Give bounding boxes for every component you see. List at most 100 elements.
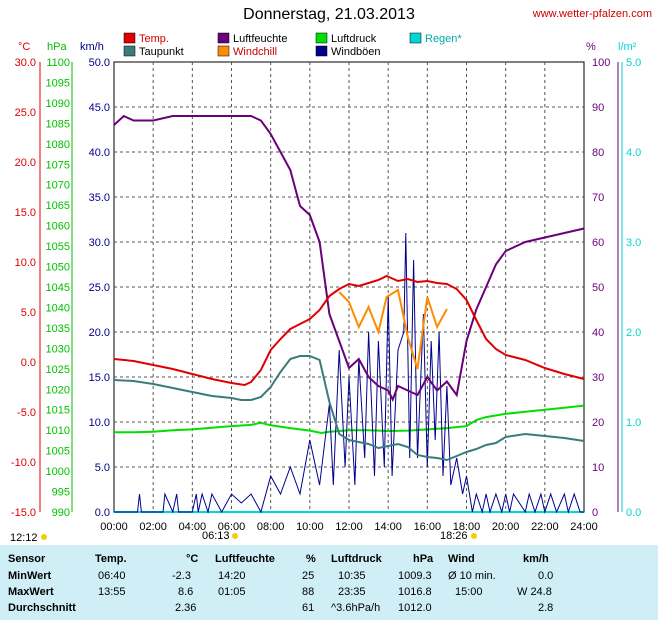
- pressure-tick-label: 1090: [46, 98, 70, 110]
- pressure-tick-label: 1055: [46, 241, 70, 253]
- pressure-tick-label: 1015: [46, 405, 70, 417]
- wind-tick-label: 35.0: [89, 192, 110, 204]
- legend-swatch: [123, 45, 136, 57]
- humidity-tick-label: 70: [592, 192, 604, 204]
- stats-header-pressure: Luftdruck: [331, 553, 382, 565]
- time-tick-label: 12:00: [335, 521, 363, 533]
- pressure-tick-label: 1030: [46, 343, 70, 355]
- time-tick-label: 24:00: [570, 521, 598, 533]
- wind-tick-label: 20.0: [89, 327, 110, 339]
- time-tick-label: 02:00: [139, 521, 167, 533]
- time-tick-label: 20:00: [492, 521, 520, 533]
- min-row-label: MinWert: [8, 570, 52, 582]
- humidity-tick-label: 20: [592, 417, 604, 429]
- avg-humidity: 61: [302, 602, 315, 614]
- pressure-tick-label: 1080: [46, 139, 70, 151]
- time-tick-label: 18:00: [453, 521, 481, 533]
- pressure-tick-label: 1010: [46, 425, 70, 437]
- rain-tick-label: 4.0: [626, 147, 641, 159]
- min-wind-label: Ø 10 min.: [448, 570, 496, 582]
- time-tick-label: 22:00: [531, 521, 559, 533]
- temp-tick-label: 10.0: [15, 257, 36, 269]
- humidity-tick-label: 40: [592, 327, 604, 339]
- chart-title: Donnerstag, 21.03.2013: [243, 6, 415, 23]
- max-temp-time: 13:55: [98, 586, 126, 598]
- legend-swatch: [217, 32, 230, 44]
- stats-header-wind-unit: km/h: [523, 553, 549, 565]
- sunset-sun-icon: [471, 533, 477, 539]
- temp-tick-label: 30.0: [15, 57, 36, 69]
- min-wind: 0.0: [538, 570, 554, 582]
- noon-sun-icon: [41, 534, 47, 540]
- legend-label: Regen*: [425, 33, 462, 45]
- stats-header-temp: Temp.: [95, 553, 127, 565]
- legend-label: Temp.: [139, 33, 169, 45]
- max-temp: 8.6: [178, 586, 194, 598]
- pressure-tick-label: 1035: [46, 323, 70, 335]
- legend-label: Luftdruck: [331, 33, 377, 45]
- avg-wind: 2.8: [538, 602, 554, 614]
- max-pressure-time: 23:35: [338, 586, 366, 598]
- legend-swatch: [315, 32, 328, 44]
- pressure-tick-label: 1095: [46, 77, 70, 89]
- time-tick-label: 06:00: [218, 521, 246, 533]
- time-tick-label: 04:00: [179, 521, 207, 533]
- rain-tick-label: 0.0: [626, 507, 641, 519]
- pressure-trend: ^3.6hPa/h: [331, 602, 381, 614]
- series-line-temp: [113, 274, 585, 387]
- series-line-windben: [114, 232, 584, 514]
- temp-tick-label: 25.0: [15, 107, 36, 119]
- time-tick-label: 00:00: [100, 521, 128, 533]
- wind-tick-label: 5.0: [95, 462, 110, 474]
- temp-tick-label: -15.0: [11, 507, 36, 519]
- min-temp-time: 06:40: [98, 570, 126, 582]
- max-wind: W 24.8: [517, 586, 552, 598]
- stats-panel: Sensor Temp. °C Luftfeuchte % Luftdruck …: [0, 545, 658, 620]
- axis-units: °C hPa km/h% l/m²: [18, 41, 637, 53]
- series-line-windchill: [338, 288, 448, 370]
- max-pressure: 1016.8: [398, 586, 432, 598]
- rain-tick-label: 5.0: [626, 57, 641, 69]
- pressure-tick-label: 1025: [46, 364, 70, 376]
- min-pressure-time: 10:35: [338, 570, 366, 582]
- temp-tick-label: -5.0: [17, 407, 36, 419]
- humidity-tick-label: 10: [592, 462, 604, 474]
- series-line-taupunkt: [113, 355, 585, 462]
- wind-tick-label: 10.0: [89, 417, 110, 429]
- pressure-tick-label: 1020: [46, 384, 70, 396]
- humidity-tick-label: 60: [592, 237, 604, 249]
- max-wind-time: 15:00: [455, 586, 483, 598]
- min-pressure: 1009.3: [398, 570, 432, 582]
- pressure-tick-label: 1000: [46, 466, 70, 478]
- pressure-tick-label: 1065: [46, 200, 70, 212]
- stats-header-humidity: Luftfeuchte: [215, 553, 275, 565]
- legend-swatch: [409, 32, 422, 44]
- pressure-tick-label: 1045: [46, 282, 70, 294]
- time-tick-label: 10:00: [296, 521, 324, 533]
- min-humidity-time: 14:20: [218, 570, 246, 582]
- website-link[interactable]: www.wetter-pfalzen.com: [532, 8, 652, 20]
- stats-header-sensor: Sensor: [8, 553, 46, 565]
- series-line-luftfeuchte: [113, 114, 585, 402]
- avg-pressure: 1012.0: [398, 602, 432, 614]
- legend-label: Luftfeuchte: [233, 33, 287, 45]
- legend-swatch: [123, 32, 136, 44]
- rain-unit: l/m²: [618, 41, 637, 53]
- temp-tick-label: -10.0: [11, 457, 36, 469]
- pressure-tick-label: 1040: [46, 302, 70, 314]
- rain-tick-label: 3.0: [626, 237, 641, 249]
- pressure-tick-label: 990: [52, 507, 70, 519]
- wind-tick-label: 0.0: [95, 507, 110, 519]
- legend-label: Taupunkt: [139, 46, 184, 58]
- sunrise-time: 06:13: [202, 530, 230, 542]
- wind-tick-label: 40.0: [89, 147, 110, 159]
- legend-label: Windböen: [331, 46, 381, 58]
- wind-tick-label: 30.0: [89, 237, 110, 249]
- stats-header-wind: Wind: [448, 553, 475, 565]
- avg-row-label: Durchschnitt: [8, 602, 76, 614]
- wind-unit: km/h: [80, 41, 104, 53]
- rain-tick-label: 1.0: [626, 417, 641, 429]
- humidity-tick-label: 80: [592, 147, 604, 159]
